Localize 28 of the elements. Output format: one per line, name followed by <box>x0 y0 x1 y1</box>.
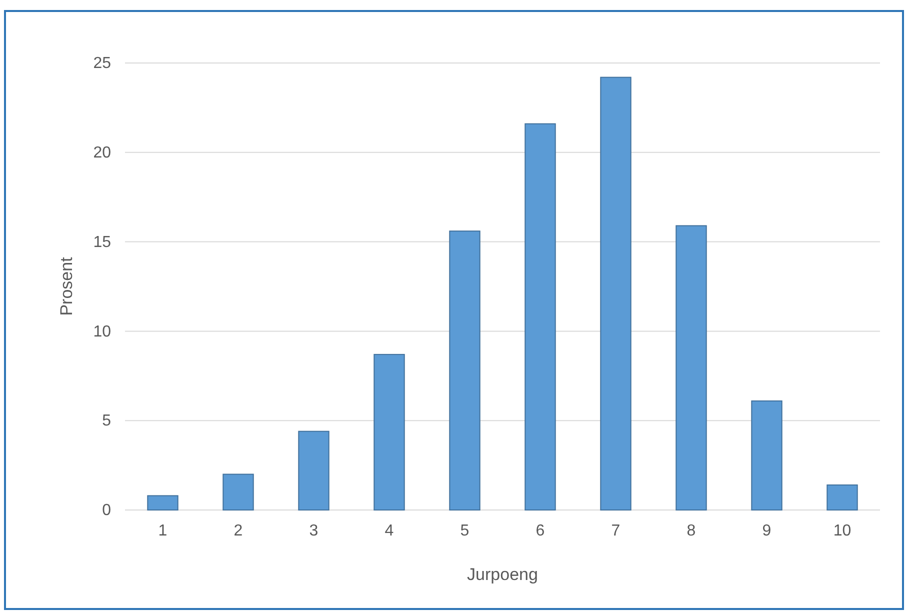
bar <box>374 354 405 510</box>
bar <box>826 484 858 510</box>
y-tick-label: 0 <box>102 502 112 520</box>
y-tick-label: 25 <box>93 55 112 72</box>
x-tick-label: 10 <box>833 522 852 540</box>
x-tick-label: 6 <box>536 522 545 540</box>
y-tick-label: 5 <box>102 412 112 430</box>
x-axis-title: Jurpoeng <box>467 565 538 584</box>
bar <box>222 474 254 510</box>
bar <box>751 400 782 510</box>
bar <box>298 430 330 510</box>
bar <box>147 495 178 510</box>
y-tick-label: 15 <box>93 234 112 251</box>
y-tick-label: 10 <box>93 323 112 340</box>
bar <box>524 123 556 510</box>
x-tick-label: 8 <box>686 522 696 540</box>
x-tick-label: 3 <box>309 522 318 540</box>
y-tick-label: 20 <box>93 144 112 162</box>
bar <box>676 225 707 510</box>
x-tick-label: 4 <box>384 522 394 540</box>
x-tick-label: 2 <box>234 522 243 540</box>
x-tick-label: 9 <box>762 522 772 540</box>
x-tick-label: 5 <box>460 522 470 540</box>
x-tick-label: 1 <box>158 522 168 540</box>
bar <box>600 76 632 510</box>
bar <box>449 230 480 510</box>
x-tick-label: 7 <box>611 522 620 540</box>
y-axis-title: Prosent <box>57 256 76 316</box>
